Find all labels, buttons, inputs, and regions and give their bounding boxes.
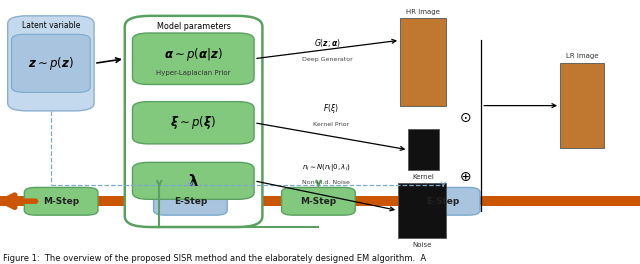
Text: LR Image: LR Image	[566, 53, 598, 59]
Text: Figure 1:  The overview of the proposed SISR method and the elaborately designed: Figure 1: The overview of the proposed S…	[3, 254, 426, 263]
Text: Kernel Prior: Kernel Prior	[313, 122, 349, 127]
FancyBboxPatch shape	[0, 196, 640, 206]
Text: $G(\boldsymbol{z};\boldsymbol{\alpha})$: $G(\boldsymbol{z};\boldsymbol{\alpha})$	[314, 37, 340, 49]
Text: Model parameters: Model parameters	[157, 22, 230, 31]
Text: $\odot$: $\odot$	[459, 110, 472, 125]
FancyBboxPatch shape	[406, 187, 480, 215]
Text: Deep Generator: Deep Generator	[301, 57, 353, 62]
FancyBboxPatch shape	[132, 162, 254, 199]
FancyBboxPatch shape	[12, 34, 90, 92]
FancyBboxPatch shape	[132, 33, 254, 84]
Text: $\boldsymbol{\lambda}$: $\boldsymbol{\lambda}$	[188, 173, 198, 189]
FancyBboxPatch shape	[400, 18, 446, 106]
FancyBboxPatch shape	[282, 187, 355, 215]
FancyBboxPatch shape	[560, 63, 604, 148]
FancyBboxPatch shape	[132, 102, 254, 144]
Text: Non-i.i.d. Noise: Non-i.i.d. Noise	[302, 180, 350, 185]
Text: $F(\xi)$: $F(\xi)$	[323, 102, 339, 115]
FancyBboxPatch shape	[154, 187, 227, 215]
FancyBboxPatch shape	[408, 129, 439, 170]
Text: $\boldsymbol{\xi}$$\sim$$p(\boldsymbol{\xi})$: $\boldsymbol{\xi}$$\sim$$p(\boldsymbol{\…	[170, 114, 216, 131]
Text: HR Image: HR Image	[406, 8, 440, 15]
Text: E-Step: E-Step	[174, 197, 207, 206]
Text: M-Step: M-Step	[43, 197, 79, 206]
Text: $n_i$$\sim$$N(n_i|0,\lambda_i)$: $n_i$$\sim$$N(n_i|0,\lambda_i)$	[301, 162, 351, 173]
FancyBboxPatch shape	[8, 16, 94, 111]
FancyBboxPatch shape	[398, 183, 446, 238]
Text: M-Step: M-Step	[300, 197, 337, 206]
Text: $\boldsymbol{\alpha}$$\sim$$p(\boldsymbol{\alpha}|\boldsymbol{z})$: $\boldsymbol{\alpha}$$\sim$$p(\boldsymbo…	[164, 46, 223, 63]
Text: Hyper-Laplacian Prior: Hyper-Laplacian Prior	[156, 70, 230, 76]
FancyBboxPatch shape	[125, 16, 262, 227]
Text: Noise: Noise	[412, 242, 432, 248]
Text: $\boldsymbol{z}$$\sim$$p(\boldsymbol{z})$: $\boldsymbol{z}$$\sim$$p(\boldsymbol{z})…	[28, 55, 74, 72]
FancyBboxPatch shape	[24, 187, 98, 215]
Text: Latent variable: Latent variable	[22, 21, 80, 30]
Text: $\oplus$: $\oplus$	[459, 170, 472, 184]
Text: Kernel: Kernel	[413, 174, 435, 180]
Text: E-Step: E-Step	[427, 197, 460, 206]
